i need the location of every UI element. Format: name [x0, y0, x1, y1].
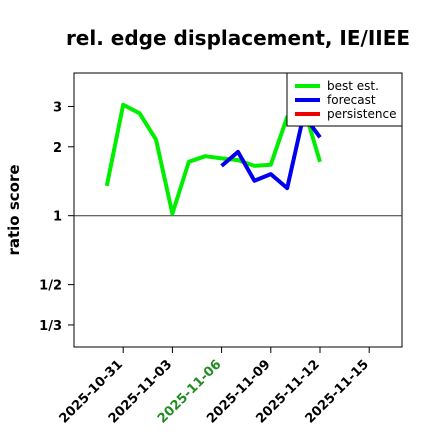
y-tick-label: 1	[53, 210, 62, 225]
series-line-best-est	[104, 102, 322, 216]
chart-title: rel. edge displacement, IE/IIEE	[66, 26, 410, 50]
y-tick-label: 1/2	[39, 279, 62, 294]
y-tick-label: 3	[53, 100, 62, 115]
legend-label-persistence: persistence	[327, 107, 396, 121]
y-tick-label: 1/3	[39, 319, 62, 334]
legend-label-forecast: forecast	[327, 93, 376, 107]
y-axis-label: ratio score	[5, 164, 23, 255]
plot-frame	[73, 72, 403, 348]
legend-label-best-est: best est.	[327, 79, 379, 93]
y-tick-label: 2	[53, 141, 62, 156]
